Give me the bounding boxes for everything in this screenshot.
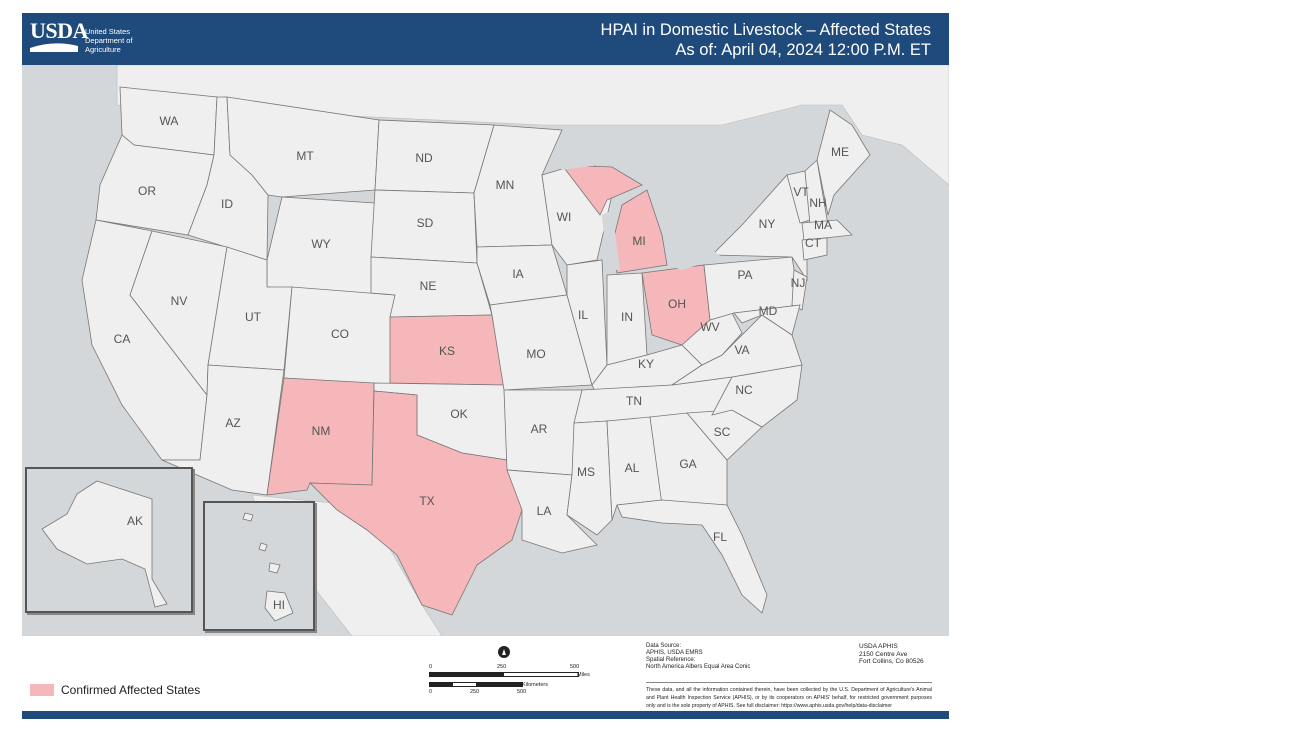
state-label-nm: NM xyxy=(312,424,331,438)
state-label-al: AL xyxy=(625,461,640,475)
state-ma xyxy=(801,219,853,241)
canada-land xyxy=(116,65,949,186)
north-arrow-icon xyxy=(498,646,510,658)
state-label-az: AZ xyxy=(225,416,240,430)
logo-swoosh-icon xyxy=(30,43,78,52)
hawaii-inset: HI xyxy=(203,501,315,631)
state-label-hi: HI xyxy=(273,598,285,612)
state-label-ms: MS xyxy=(577,465,595,479)
state-label-ar: AR xyxy=(531,422,548,436)
state-label-co: CO xyxy=(331,327,349,341)
state-label-la: LA xyxy=(537,504,552,518)
scale-miles-bar xyxy=(429,672,579,677)
state-label-ca: CA xyxy=(114,332,131,346)
alaska-inset: AK xyxy=(25,467,193,613)
state-label-va: VA xyxy=(734,343,749,357)
state-label-md: MD xyxy=(759,304,778,318)
state-label-vt: VT xyxy=(793,185,809,199)
state-labels: WA OR CA ID NV MT WY UT AZ CO NM ND SD N… xyxy=(114,114,849,544)
state-label-wy: WY xyxy=(311,237,330,251)
logo-text: United States Department of Agriculture xyxy=(85,27,133,54)
us-map: WA OR CA ID NV MT WY UT AZ CO NM ND SD N… xyxy=(22,65,949,636)
state-fl xyxy=(616,499,768,614)
state-nj xyxy=(791,269,808,311)
lake-erie xyxy=(667,250,722,270)
state-label-nv: NV xyxy=(171,294,188,308)
state-label-ut: UT xyxy=(245,310,262,324)
state-label-mn: MN xyxy=(496,178,515,192)
agency-address: USDA APHIS 2150 Centre Ave Fort Collins,… xyxy=(859,643,924,665)
hawaii-map-svg: HI xyxy=(242,512,294,622)
state-label-nj: NJ xyxy=(791,276,806,290)
state-label-fl: FL xyxy=(713,530,727,544)
state-me xyxy=(816,109,871,216)
state-label-ok: OK xyxy=(450,407,467,421)
state-label-wv: WV xyxy=(700,320,719,334)
state-label-ia: IA xyxy=(512,267,523,281)
map-sheet: USDA United States Department of Agricul… xyxy=(22,13,949,719)
state-label-oh: OH xyxy=(668,297,686,311)
state-shapes xyxy=(81,86,871,616)
logo-mark: USDA xyxy=(30,18,88,43)
state-label-ma: MA xyxy=(814,218,832,232)
state-ak xyxy=(41,480,168,608)
state-label-tn: TN xyxy=(626,394,642,408)
state-label-wa: WA xyxy=(160,114,179,128)
legend: Confirmed Affected States xyxy=(30,683,200,697)
conus-map-svg: WA OR CA ID NV MT WY UT AZ CO NM ND SD N… xyxy=(81,65,949,636)
state-label-or: OR xyxy=(138,184,156,198)
state-label-nc: NC xyxy=(735,383,753,397)
state-label-ct: CT xyxy=(805,236,822,250)
state-hi xyxy=(242,512,294,622)
map-title: HPAI in Domestic Livestock – Affected St… xyxy=(601,20,931,60)
state-label-nh: NH xyxy=(809,196,826,210)
state-label-ga: GA xyxy=(679,457,696,471)
usda-logo: USDA United States Department of Agricul… xyxy=(30,20,150,58)
state-label-id: ID xyxy=(221,197,233,211)
title-line-1: HPAI in Domestic Livestock – Affected St… xyxy=(600,21,931,39)
state-label-ne: NE xyxy=(420,279,437,293)
data-source: Data Source: APHIS, USDA EMRS Spatial Re… xyxy=(646,643,751,670)
state-md xyxy=(733,304,801,336)
state-label-il: IL xyxy=(578,308,588,322)
state-tx xyxy=(309,390,523,616)
state-label-sc: SC xyxy=(714,425,731,439)
disclaimer-text: These data, and all the information cont… xyxy=(646,682,932,710)
state-ct xyxy=(801,237,828,261)
state-label-me: ME xyxy=(831,145,849,159)
legend-label: Confirmed Affected States xyxy=(61,683,201,697)
state-az xyxy=(161,364,285,496)
state-nd xyxy=(374,119,495,194)
state-ga xyxy=(649,412,728,506)
state-label-ak: AK xyxy=(127,514,143,528)
lake-superior xyxy=(552,145,642,170)
alaska-map-svg: AK xyxy=(41,480,168,608)
state-label-pa: PA xyxy=(737,268,752,282)
state-label-sd: SD xyxy=(417,216,434,230)
state-label-tx: TX xyxy=(419,494,434,508)
state-label-wi: WI xyxy=(557,210,572,224)
title-line-2: As of: April 04, 2024 12:00 P.M. ET xyxy=(675,41,931,59)
bottom-bar xyxy=(22,711,949,719)
legend-swatch-affected xyxy=(30,684,54,696)
state-label-ny: NY xyxy=(759,217,776,231)
state-label-nd: ND xyxy=(415,151,433,165)
state-label-mt: MT xyxy=(296,149,314,163)
state-mo xyxy=(489,294,593,391)
state-label-mo: MO xyxy=(526,347,545,361)
footer: 0 250 500 Miles Kilometers 0 250 500 Dat… xyxy=(22,636,949,711)
state-label-ky: KY xyxy=(638,357,654,371)
scale-km-bar xyxy=(429,682,523,687)
header-bar: USDA United States Department of Agricul… xyxy=(22,13,949,65)
scale-bar: 0 250 500 Miles Kilometers 0 250 500 xyxy=(429,664,590,695)
state-label-in: IN xyxy=(621,310,633,324)
state-label-mi: MI xyxy=(632,234,645,248)
lake-michigan xyxy=(602,210,620,270)
state-label-ks: KS xyxy=(439,344,455,358)
